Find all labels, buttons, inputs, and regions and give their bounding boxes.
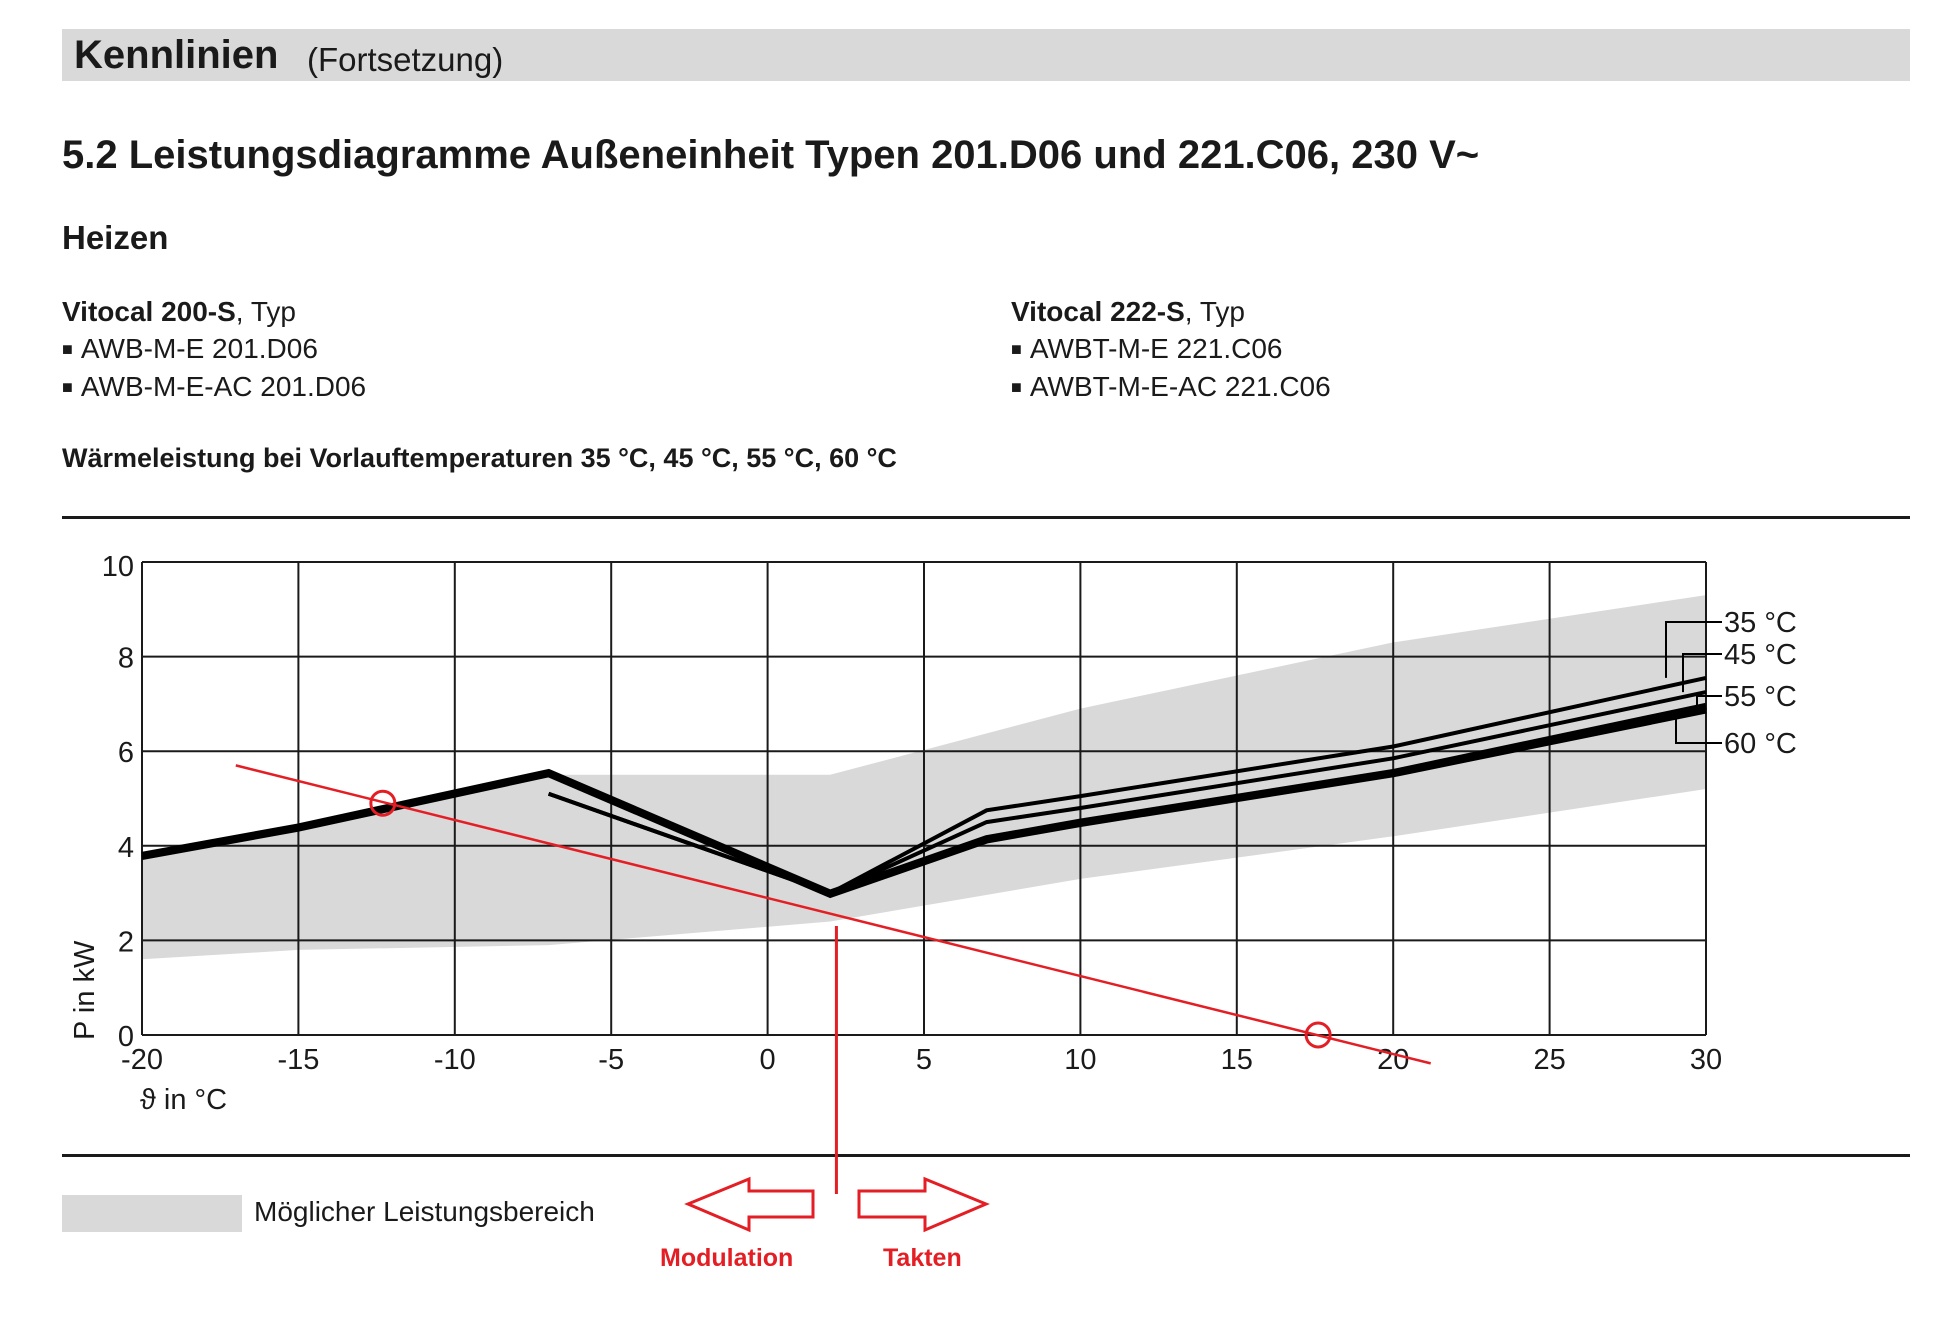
- header-title: Kennlinien: [74, 33, 279, 77]
- y-tick-label: 0: [118, 1021, 134, 1053]
- chart-caption: Wärmeleistung bei Vorlauftemperaturen 35…: [62, 443, 897, 473]
- modulation-label: Modulation: [660, 1244, 794, 1272]
- arrow-right-icon: [857, 1176, 990, 1233]
- bottom-rule: [62, 1154, 1910, 1157]
- series-label: 45 °C: [1724, 639, 1797, 671]
- top-rule: [62, 516, 1910, 519]
- intersection-marker: [1304, 1021, 1332, 1049]
- intersection-marker: [369, 789, 397, 817]
- series-line-60: [141, 708, 1707, 899]
- takten-label: Takten: [883, 1244, 962, 1272]
- legend-swatch: [62, 1195, 242, 1232]
- series-label: 60 °C: [1724, 728, 1797, 760]
- series-leader-line: [1675, 710, 1722, 744]
- x-tick-label: 5: [916, 1044, 932, 1076]
- section-title: 5.2 Leistungsdiagramme Außeneinheit Type…: [62, 133, 1480, 177]
- x-tick-label: 30: [1690, 1044, 1722, 1076]
- bullet-icon: ■: [1011, 339, 1022, 359]
- header-subtitle: (Fortsetzung): [307, 41, 504, 78]
- list-item: ■ AWBT-M-E-AC 221.C06: [1011, 368, 1331, 406]
- model-label: AWBT-M-E-AC 221.C06: [1029, 371, 1331, 402]
- bullet-icon: ■: [1011, 377, 1022, 397]
- x-tick-label: 0: [760, 1044, 776, 1076]
- list-item: ■ AWB-M-E 201.D06: [62, 330, 366, 368]
- y-tick-label: 10: [102, 551, 134, 583]
- list-item: ■ AWB-M-E-AC 201.D06: [62, 368, 366, 406]
- series-label: 35 °C: [1724, 607, 1797, 639]
- models-left-name: Vitocal 200-S: [62, 296, 236, 327]
- series-label: 55 °C: [1724, 681, 1797, 713]
- models-left-heading: Vitocal 200-S, Typ: [62, 293, 366, 330]
- x-tick-label: 20: [1377, 1044, 1409, 1076]
- model-label: AWBT-M-E 221.C06: [1029, 333, 1283, 364]
- bullet-icon: ■: [62, 377, 73, 397]
- legend-label: Möglicher Leistungsbereich: [254, 1196, 595, 1227]
- x-tick-label: 25: [1533, 1044, 1565, 1076]
- models-right-suffix: , Typ: [1184, 296, 1245, 327]
- x-tick-label: -20: [121, 1044, 163, 1076]
- series-leader-line: [1682, 653, 1722, 693]
- list-item: ■ AWBT-M-E 221.C06: [1011, 330, 1331, 368]
- sub-heading: Heizen: [62, 219, 169, 256]
- models-left: Vitocal 200-S, Typ ■ AWB-M-E 201.D06 ■ AWB…: [62, 293, 366, 406]
- models-right-name: Vitocal 222-S: [1011, 296, 1185, 327]
- x-tick-label: 15: [1221, 1044, 1253, 1076]
- models-right-heading: Vitocal 222-S, Typ: [1011, 293, 1331, 330]
- heating-curve-line: [235, 764, 1432, 1065]
- x-tick-label: -10: [434, 1044, 476, 1076]
- y-tick-label: 6: [118, 737, 134, 769]
- model-label: AWB-M-E-AC 201.D06: [80, 371, 367, 402]
- y-tick-label: 2: [118, 926, 134, 958]
- y-tick-label: 8: [118, 643, 134, 675]
- y-tick-label: 4: [118, 832, 134, 864]
- model-label: AWB-M-E 201.D06: [80, 333, 318, 364]
- x-axis-label: ϑ in °C: [140, 1084, 227, 1116]
- bullet-icon: ■: [62, 339, 73, 359]
- series-leader-line: [1696, 695, 1722, 707]
- y-axis-label: P in kW: [69, 940, 101, 1040]
- x-tick-label: 10: [1064, 1044, 1096, 1076]
- models-left-suffix: , Typ: [235, 296, 296, 327]
- series-leader-line: [1665, 621, 1722, 678]
- arrow-left-icon: [684, 1176, 815, 1233]
- header-bar: Kennlinien (Fortsetzung): [62, 29, 1910, 81]
- models-right: Vitocal 222-S, Typ ■ AWBT-M-E 221.C06 ■ AW…: [1011, 293, 1331, 406]
- x-tick-label: -15: [277, 1044, 319, 1076]
- x-tick-label: -5: [598, 1044, 624, 1076]
